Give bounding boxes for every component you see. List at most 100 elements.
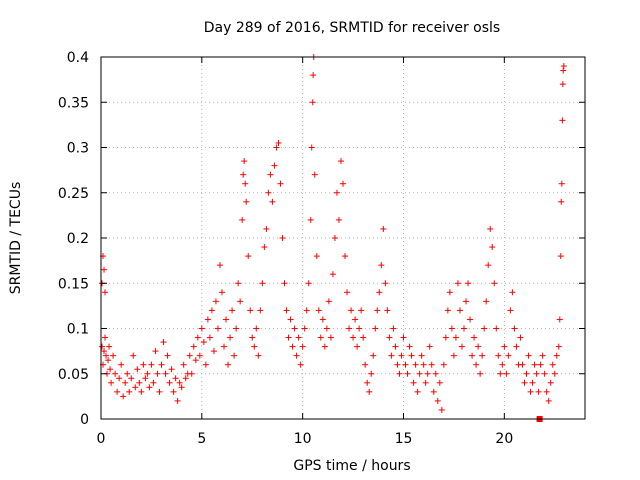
data-point bbox=[541, 370, 548, 377]
data-point bbox=[303, 307, 310, 314]
data-point bbox=[557, 253, 564, 260]
data-point bbox=[287, 316, 294, 323]
data-point bbox=[360, 334, 367, 341]
data-point bbox=[180, 361, 187, 368]
data-point bbox=[259, 280, 266, 287]
data-point bbox=[473, 361, 480, 368]
data-point bbox=[523, 370, 530, 377]
data-point bbox=[513, 343, 520, 350]
data-point bbox=[118, 361, 125, 368]
y-axis-label: SRMTID / TECUs bbox=[8, 182, 24, 295]
data-point bbox=[190, 343, 197, 350]
data-point bbox=[499, 361, 506, 368]
data-point bbox=[549, 361, 556, 368]
data-point bbox=[110, 352, 117, 359]
data-point bbox=[265, 189, 272, 196]
data-point bbox=[406, 343, 413, 350]
data-point bbox=[325, 298, 332, 305]
data-point bbox=[146, 384, 153, 391]
data-point bbox=[102, 289, 109, 296]
data-point bbox=[178, 384, 185, 391]
data-point bbox=[555, 343, 562, 350]
data-point bbox=[481, 325, 488, 332]
data-point bbox=[489, 244, 496, 251]
data-point bbox=[436, 379, 443, 386]
data-point bbox=[315, 307, 322, 314]
data-point bbox=[344, 289, 351, 296]
axis-ticks: 0 5 10 15 20 0 0.05 0.1 0.15 0.2 0.25 0.3 0.35 0.4 bbox=[58, 50, 585, 447]
data-point bbox=[267, 171, 274, 178]
data-point bbox=[408, 352, 415, 359]
data-point bbox=[463, 298, 470, 305]
data-point bbox=[216, 262, 223, 269]
data-point bbox=[426, 343, 433, 350]
data-point bbox=[108, 379, 115, 386]
data-point bbox=[458, 343, 465, 350]
data-point bbox=[551, 370, 558, 377]
data-point bbox=[174, 397, 181, 404]
data-point bbox=[465, 280, 472, 287]
data-point bbox=[277, 180, 284, 187]
data-point bbox=[366, 388, 373, 395]
data-point bbox=[144, 370, 151, 377]
data-point bbox=[531, 361, 538, 368]
data-point bbox=[382, 280, 389, 287]
data-point bbox=[251, 343, 258, 350]
data-point bbox=[308, 144, 315, 151]
data-point bbox=[317, 334, 324, 341]
y-tick-label: 0.15 bbox=[58, 276, 89, 292]
data-point bbox=[208, 307, 215, 314]
data-point bbox=[501, 343, 508, 350]
data-point bbox=[342, 253, 349, 260]
data-point bbox=[560, 67, 567, 74]
data-point bbox=[337, 158, 344, 165]
y-tick-label: 0.35 bbox=[58, 95, 89, 111]
data-point bbox=[422, 379, 429, 386]
data-point bbox=[172, 375, 179, 382]
data-point bbox=[188, 370, 195, 377]
data-point bbox=[378, 262, 385, 269]
data-point bbox=[454, 280, 461, 287]
data-point bbox=[450, 352, 457, 359]
data-point bbox=[295, 334, 302, 341]
data-point bbox=[166, 379, 173, 386]
data-point bbox=[386, 334, 393, 341]
data-point bbox=[293, 352, 300, 359]
data-point bbox=[285, 334, 292, 341]
data-point bbox=[176, 379, 183, 386]
data-point bbox=[243, 198, 250, 205]
data-point bbox=[340, 180, 346, 187]
data-point bbox=[444, 307, 451, 314]
data-point bbox=[456, 307, 463, 314]
data-point bbox=[103, 352, 110, 359]
data-point bbox=[547, 379, 554, 386]
data-point bbox=[182, 375, 189, 382]
y-tick-label: 0.2 bbox=[67, 231, 89, 247]
data-point bbox=[231, 352, 238, 359]
data-point bbox=[313, 253, 320, 260]
y-tick-label: 0.05 bbox=[58, 367, 89, 383]
data-point bbox=[281, 280, 288, 287]
data-point bbox=[241, 158, 248, 165]
data-point bbox=[434, 397, 441, 404]
data-point bbox=[305, 280, 312, 287]
data-point bbox=[196, 352, 203, 359]
data-point bbox=[331, 235, 338, 241]
data-point bbox=[291, 325, 298, 332]
data-point bbox=[503, 370, 510, 377]
data-point bbox=[134, 366, 141, 373]
data-point bbox=[471, 334, 478, 341]
data-point bbox=[517, 334, 524, 341]
data-point bbox=[398, 352, 405, 359]
data-point bbox=[164, 352, 171, 359]
data-point bbox=[394, 361, 401, 368]
data-point bbox=[253, 325, 260, 332]
data-point bbox=[206, 334, 213, 341]
data-point bbox=[237, 298, 244, 305]
data-point bbox=[493, 325, 500, 332]
data-point bbox=[301, 325, 308, 332]
data-point bbox=[442, 334, 449, 341]
data-point bbox=[461, 325, 467, 332]
data-point bbox=[335, 216, 342, 223]
data-point bbox=[452, 334, 459, 341]
